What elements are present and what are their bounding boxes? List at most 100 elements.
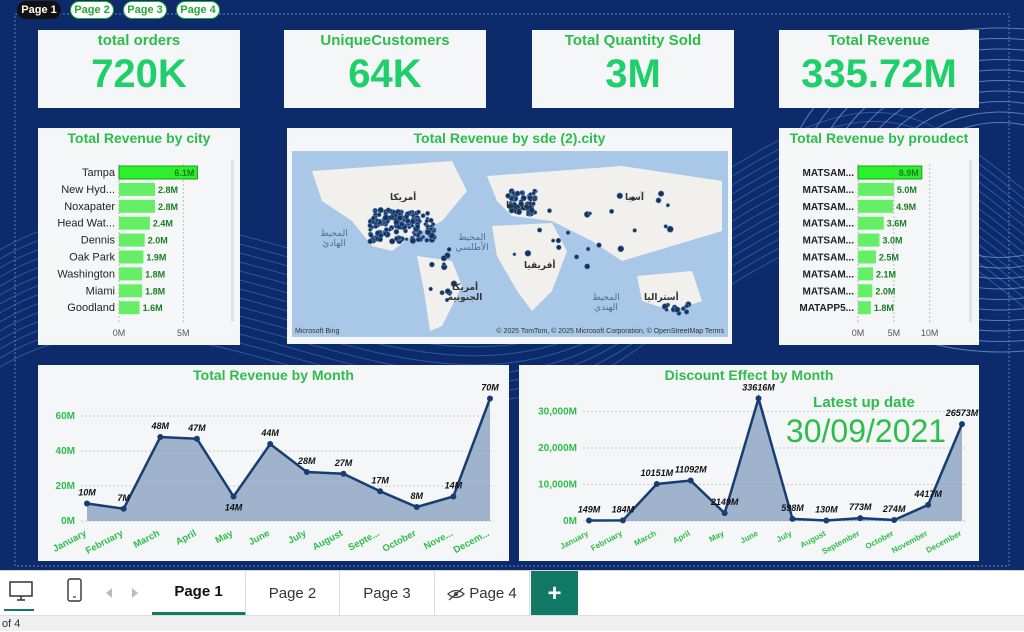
category-label: MATAPP5... bbox=[799, 303, 854, 314]
tab-page-4[interactable]: Page 4 bbox=[435, 571, 530, 616]
tab-page-3[interactable]: Page 3 bbox=[340, 571, 435, 616]
data-label: 11092M bbox=[675, 465, 707, 475]
map-canvas bbox=[292, 151, 728, 337]
map-dot bbox=[394, 220, 400, 226]
map-dot bbox=[586, 247, 590, 251]
nav-page-4-button[interactable]: Page 4 bbox=[176, 1, 220, 19]
map-dot bbox=[394, 229, 399, 234]
kpi-card-total-revenue[interactable]: Total Revenue 335.72M bbox=[779, 30, 979, 108]
map-label-south-america: أمريكا الجنوبية bbox=[444, 283, 486, 303]
data-label: 2.5M bbox=[879, 253, 899, 263]
bar bbox=[119, 251, 143, 264]
nav-page-2-button[interactable]: Page 2 bbox=[70, 1, 114, 19]
data-label: 1.8M bbox=[145, 269, 165, 279]
map-label-africa: أفريقيا bbox=[524, 261, 556, 271]
world-map[interactable]: أمريكا أوروبا آسيا أفريقيا أمريكا الجنوب… bbox=[292, 151, 728, 337]
map-dot bbox=[384, 228, 388, 232]
mobile-view-icon[interactable] bbox=[66, 577, 84, 605]
map-dot bbox=[667, 226, 673, 232]
data-label: 8M bbox=[410, 491, 423, 501]
data-label: 1.6M bbox=[143, 303, 163, 313]
data-label: 2.8M bbox=[158, 202, 178, 212]
y-tick-label: 20M bbox=[56, 481, 75, 492]
map-dot bbox=[386, 208, 390, 212]
map-dot bbox=[405, 219, 410, 224]
x-category-label: February bbox=[84, 528, 126, 557]
city-revenue-chart[interactable]: Total Revenue by city 0M 5M Tampa 6.1M New H… bbox=[38, 128, 240, 345]
add-page-button[interactable]: + bbox=[531, 571, 578, 616]
map-dot bbox=[369, 228, 372, 231]
map-label-north-america: أمريكا bbox=[390, 193, 416, 203]
scrollbar-track bbox=[969, 160, 972, 322]
data-label: 4417M bbox=[913, 489, 942, 499]
bing-logo: Microsoft Bing bbox=[295, 328, 339, 335]
bar bbox=[858, 183, 894, 196]
y-tick-label: 0M bbox=[61, 516, 75, 527]
data-point bbox=[789, 516, 795, 522]
kpi-card-unique-customers[interactable]: UniqueCustomers 64K bbox=[284, 30, 486, 108]
map-label-europe: أوروبا bbox=[506, 201, 532, 211]
data-label: 48M bbox=[151, 421, 170, 431]
data-point bbox=[194, 436, 200, 442]
scroll-right-icon[interactable] bbox=[130, 587, 140, 599]
x-tick-label: 5M bbox=[177, 328, 190, 338]
discount-effect-chart[interactable]: Discount Effect by Month 0M 10,000M 20,000… bbox=[519, 365, 979, 561]
map-dot bbox=[588, 212, 591, 215]
bar bbox=[858, 200, 893, 213]
map-dot bbox=[617, 193, 623, 199]
map-dot bbox=[585, 264, 590, 269]
map-attribution[interactable]: © 2025 TomTom, © 2025 Microsoft Corporat… bbox=[496, 328, 724, 335]
map-dot bbox=[556, 245, 561, 250]
map-dot bbox=[429, 262, 434, 267]
product-revenue-chart[interactable]: Total Revenue by proudect 0M 5M 10M MATSAM.… bbox=[779, 128, 979, 345]
data-point bbox=[823, 518, 829, 524]
scroll-left-icon[interactable] bbox=[104, 587, 114, 599]
map-dot bbox=[405, 238, 408, 241]
chart-title: Total Revenue by sde (2).city bbox=[287, 130, 732, 146]
monthly-revenue-chart[interactable]: Total Revenue by Month 0M 20M 40M 60M 10M Jan… bbox=[38, 365, 509, 561]
nav-page-3-button[interactable]: Page 3 bbox=[123, 1, 167, 19]
data-label: 33616M bbox=[742, 382, 775, 392]
data-point bbox=[231, 494, 237, 500]
map-dot bbox=[421, 214, 425, 218]
bar bbox=[858, 251, 876, 264]
category-label: Tampa bbox=[82, 167, 116, 179]
map-dot bbox=[534, 196, 537, 199]
map-dot bbox=[425, 219, 429, 223]
monthly-area-plot: 0M20M40M60M10MJanuary7MFebruary48MMarch4… bbox=[38, 365, 509, 561]
category-label: Washington bbox=[57, 268, 115, 280]
tab-page-2[interactable]: Page 2 bbox=[246, 571, 340, 616]
desktop-view-icon[interactable] bbox=[8, 579, 34, 603]
map-dot bbox=[525, 250, 531, 256]
x-category-label: January bbox=[559, 529, 591, 552]
map-dot bbox=[426, 211, 430, 215]
category-label: Oak Park bbox=[69, 252, 115, 264]
kpi-card-total-orders[interactable]: total orders 720K bbox=[38, 30, 240, 108]
x-tick-label: 0M bbox=[113, 328, 126, 338]
map-dot bbox=[609, 209, 613, 213]
product-bar-plot: 0M 5M 10MMATSAM... 8.9MMATSAM... 5.0MMATSAM.… bbox=[779, 128, 979, 345]
x-category-label: March bbox=[132, 528, 162, 551]
map-dot bbox=[633, 229, 637, 233]
nav-page-1-button[interactable]: Page 1 bbox=[17, 1, 61, 19]
data-point bbox=[620, 517, 626, 523]
bar bbox=[119, 217, 150, 230]
x-category-label: February bbox=[589, 529, 624, 553]
map-visual[interactable]: Total Revenue by sde (2).city أمريكا أور… bbox=[287, 128, 732, 344]
data-label: 10151M bbox=[641, 468, 674, 478]
x-category-label: June bbox=[247, 528, 272, 548]
map-dot bbox=[684, 310, 689, 315]
map-dot bbox=[398, 236, 401, 239]
map-dot bbox=[413, 233, 416, 236]
kpi-card-total-quantity-sold[interactable]: Total Quantity Sold 3M bbox=[532, 30, 734, 108]
data-label: 1.9M bbox=[146, 253, 166, 263]
x-category-label: March bbox=[633, 529, 658, 548]
map-dot bbox=[597, 243, 602, 248]
data-point bbox=[377, 488, 383, 494]
category-label: MATSAM... bbox=[803, 219, 855, 230]
map-dot bbox=[374, 225, 378, 229]
map-dot bbox=[411, 224, 414, 227]
map-dot bbox=[618, 246, 624, 252]
tab-page-1[interactable]: Page 1 bbox=[152, 571, 246, 616]
kpi-title: UniqueCustomers bbox=[284, 32, 486, 49]
